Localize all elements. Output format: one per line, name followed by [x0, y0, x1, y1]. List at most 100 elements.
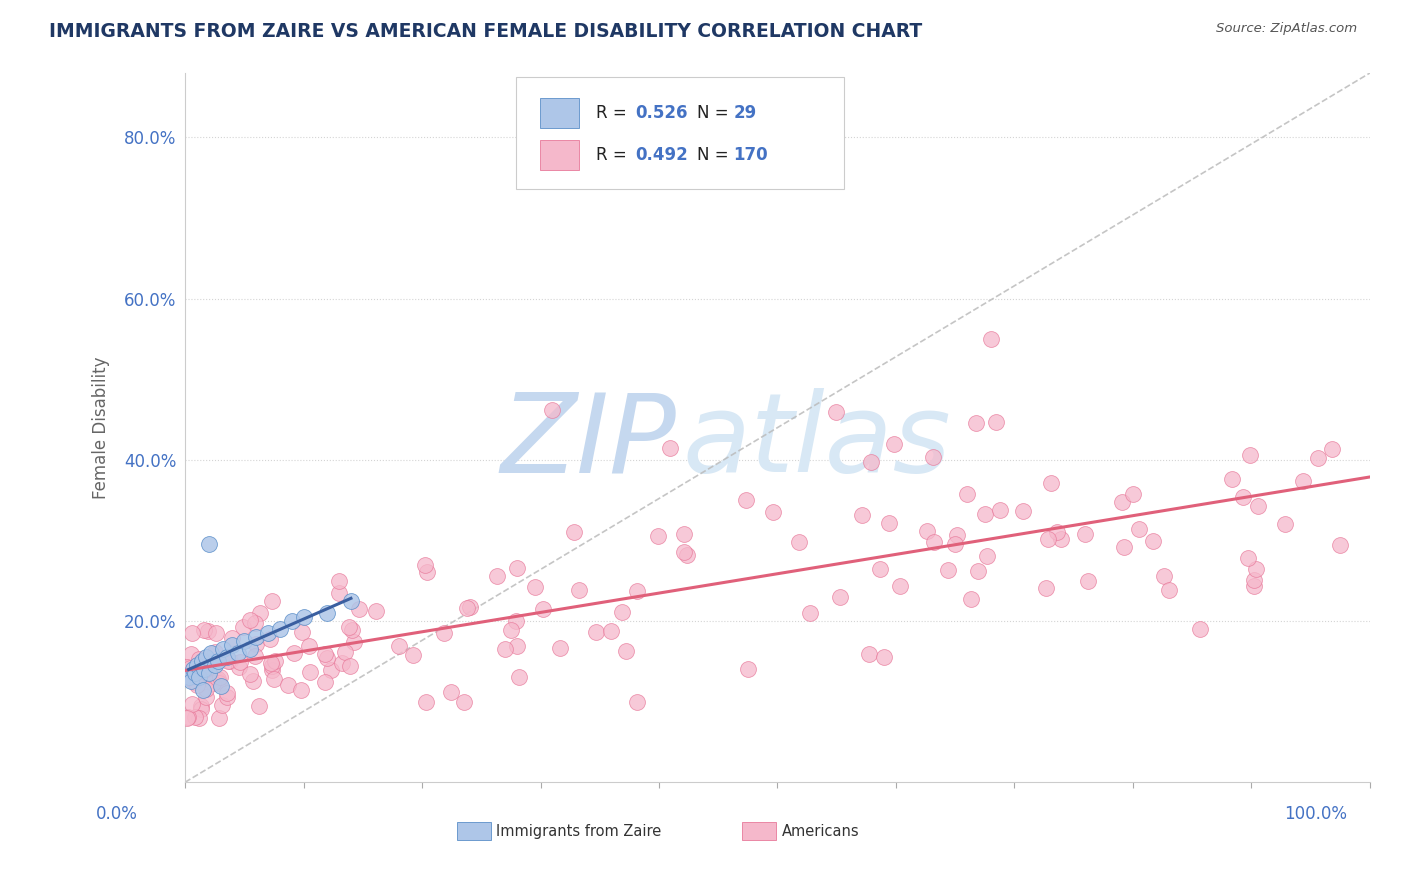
Point — [195, 690, 218, 705]
Point — [737, 662, 759, 676]
Point — [217, 686, 239, 700]
Point — [290, 683, 312, 698]
Point — [183, 666, 205, 681]
Point — [186, 668, 208, 682]
Point — [190, 654, 212, 668]
Text: 0.492: 0.492 — [636, 146, 688, 164]
Point — [315, 651, 337, 665]
Text: atlas: atlas — [683, 388, 952, 495]
Point — [936, 564, 959, 578]
Point — [342, 623, 364, 637]
Point — [188, 670, 211, 684]
Point — [239, 613, 262, 627]
Point — [188, 711, 211, 725]
Point — [799, 606, 821, 620]
Point — [259, 632, 281, 646]
Point — [1232, 490, 1254, 504]
Point — [207, 672, 229, 686]
Point — [245, 630, 267, 644]
Point — [207, 654, 229, 668]
Point — [229, 655, 252, 669]
Point — [298, 665, 321, 680]
Point — [193, 624, 215, 638]
Point — [221, 638, 243, 652]
Point — [280, 614, 302, 628]
Point — [1114, 540, 1136, 554]
Point — [505, 561, 527, 575]
Point — [328, 574, 350, 588]
Point — [260, 663, 283, 677]
Point — [195, 681, 218, 696]
Point — [186, 678, 208, 692]
Point — [205, 626, 228, 640]
Point — [440, 685, 463, 699]
Point — [494, 642, 516, 657]
Point — [257, 626, 280, 640]
Point — [186, 658, 208, 673]
Point — [965, 416, 987, 430]
Point — [193, 663, 215, 677]
Point — [262, 659, 284, 673]
Point — [197, 537, 219, 551]
Point — [245, 637, 267, 651]
Point — [980, 332, 1002, 346]
Point — [851, 508, 873, 523]
Point — [176, 660, 198, 674]
Point — [787, 535, 810, 549]
Point — [217, 654, 239, 668]
Point — [485, 569, 508, 583]
Point — [626, 695, 648, 709]
Point — [675, 548, 697, 562]
Point — [501, 624, 523, 638]
Point — [242, 674, 264, 689]
Point — [869, 562, 891, 576]
Point — [1122, 487, 1144, 501]
Point — [1274, 517, 1296, 532]
Point — [191, 682, 214, 697]
Point — [453, 695, 475, 709]
Point — [1128, 522, 1150, 536]
Point — [610, 605, 633, 619]
Point — [218, 655, 240, 669]
Text: 100.0%: 100.0% — [1284, 805, 1347, 822]
Point — [209, 679, 232, 693]
Point — [883, 437, 905, 451]
Point — [316, 606, 339, 620]
Point — [180, 666, 202, 681]
Point — [212, 642, 235, 657]
Point — [860, 455, 883, 469]
Text: 0.0%: 0.0% — [96, 805, 138, 822]
Point — [1111, 495, 1133, 509]
Point — [249, 606, 271, 620]
Point — [922, 450, 945, 464]
Point — [177, 670, 200, 684]
Point — [946, 527, 969, 541]
Text: Americans: Americans — [782, 824, 859, 838]
Text: Source: ZipAtlas.com: Source: ZipAtlas.com — [1216, 22, 1357, 36]
Point — [243, 648, 266, 663]
Point — [191, 653, 214, 667]
Point — [401, 648, 423, 663]
Point — [347, 601, 370, 615]
Point — [215, 690, 238, 704]
Point — [181, 698, 204, 712]
Point — [197, 666, 219, 681]
Point — [314, 647, 336, 661]
Point — [184, 710, 207, 724]
Point — [858, 647, 880, 661]
Point — [193, 668, 215, 682]
Point — [179, 671, 201, 685]
Text: N =: N = — [697, 146, 734, 164]
Point — [1329, 538, 1351, 552]
Point — [889, 579, 911, 593]
Point — [193, 662, 215, 676]
Point — [188, 652, 211, 666]
Point — [195, 650, 218, 665]
Point — [1243, 574, 1265, 588]
Point — [614, 644, 637, 658]
Point — [207, 673, 229, 688]
Point — [343, 635, 366, 649]
Point — [1035, 581, 1057, 595]
Point — [1306, 451, 1329, 466]
Point — [1046, 525, 1069, 540]
